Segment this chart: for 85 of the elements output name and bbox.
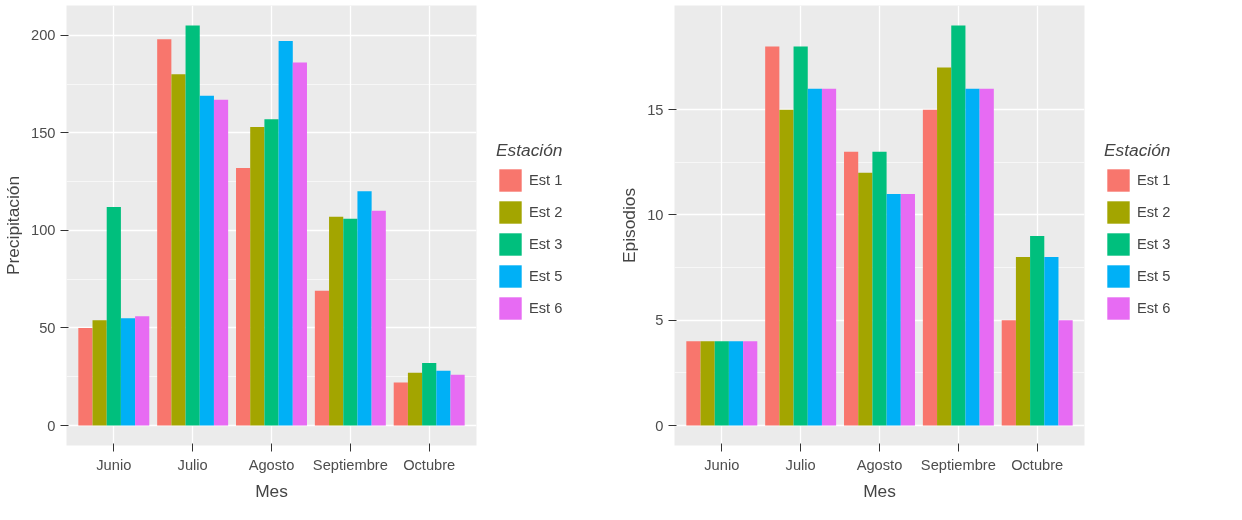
bar: [185, 25, 200, 426]
bar: [765, 46, 780, 426]
legend-label: Est 2: [1137, 204, 1171, 220]
legend-label: Est 6: [529, 300, 563, 316]
legend-label: Est 2: [529, 204, 563, 220]
bar: [157, 39, 172, 426]
x-axis-title: Mes: [863, 480, 897, 501]
legend-label: Est 3: [529, 236, 563, 252]
bar: [278, 41, 293, 426]
bar: [872, 151, 887, 426]
y-tick-label: 15: [647, 101, 664, 118]
bar: [965, 88, 980, 426]
y-tick-label: 0: [47, 417, 56, 434]
bar: [250, 126, 265, 426]
bar: [1001, 320, 1016, 426]
x-tick-label: Julio: [177, 456, 208, 473]
legend-label: Est 1: [1137, 172, 1171, 188]
bar: [793, 46, 808, 426]
bar: [357, 191, 372, 426]
bar: [199, 95, 214, 426]
bar: [979, 88, 994, 426]
bar: [900, 193, 915, 426]
legend-label: Est 1: [529, 172, 563, 188]
bar: [1015, 257, 1031, 426]
x-axis-title: Mes: [255, 480, 289, 501]
bar: [700, 341, 715, 426]
bar: [728, 341, 744, 426]
bar: [743, 341, 758, 426]
bar: [821, 88, 837, 426]
x-tick-label: Junio: [96, 456, 132, 473]
bar: [343, 218, 358, 426]
x-tick-label: Agosto: [856, 456, 903, 473]
bar: [371, 210, 386, 426]
legend-label: Est 5: [529, 268, 563, 284]
bar: [314, 290, 330, 426]
bar: [450, 374, 465, 426]
x-tick-label: Octubre: [1011, 456, 1064, 473]
bar: [171, 74, 186, 426]
x-tick-label: Junio: [704, 456, 740, 473]
y-tick-label: 50: [39, 319, 56, 336]
bar: [858, 172, 873, 426]
y-tick-label: 150: [31, 124, 56, 141]
bar: [292, 62, 307, 426]
bar: [106, 206, 121, 426]
bar: [264, 119, 279, 426]
bar: [422, 363, 437, 426]
legend-title: Estación: [496, 140, 563, 161]
legend-label: Est 3: [1137, 236, 1171, 252]
bar: [807, 88, 822, 426]
bar: [236, 167, 251, 426]
y-tick-label: 10: [647, 206, 664, 223]
legend-title: Estación: [1104, 140, 1171, 161]
y-tick-label: 200: [31, 27, 56, 44]
bar: [951, 25, 966, 426]
x-tick-label: Agosto: [248, 456, 295, 473]
y-tick-label: 5: [655, 312, 664, 329]
bar: [714, 341, 729, 426]
x-tick-label: Julio: [785, 456, 816, 473]
y-axis-title: Precipitación: [3, 175, 24, 276]
bar: [1030, 236, 1045, 426]
bar: [937, 67, 952, 426]
bar: [922, 109, 938, 426]
x-tick-label: Septiembre: [312, 456, 388, 473]
bar: [329, 216, 344, 426]
x-tick-label: Septiembre: [920, 456, 996, 473]
bar: [92, 320, 107, 426]
bar: [779, 109, 794, 426]
y-tick-label: 0: [655, 417, 664, 434]
bar: [120, 318, 136, 426]
bar: [393, 382, 408, 426]
bar: [886, 193, 901, 426]
y-axis-title: Episodios: [619, 187, 640, 264]
bar: [686, 341, 701, 426]
bar: [436, 370, 451, 426]
legend-label: Est 6: [1137, 300, 1171, 316]
bar: [844, 151, 859, 426]
bar: [135, 316, 150, 426]
y-tick-label: 100: [31, 222, 56, 239]
x-tick-label: Octubre: [403, 456, 456, 473]
bar: [78, 327, 93, 426]
bar: [213, 99, 229, 426]
bar: [407, 372, 423, 426]
bar: [1044, 257, 1059, 426]
legend-label: Est 5: [1137, 268, 1171, 284]
bar: [1058, 320, 1073, 426]
